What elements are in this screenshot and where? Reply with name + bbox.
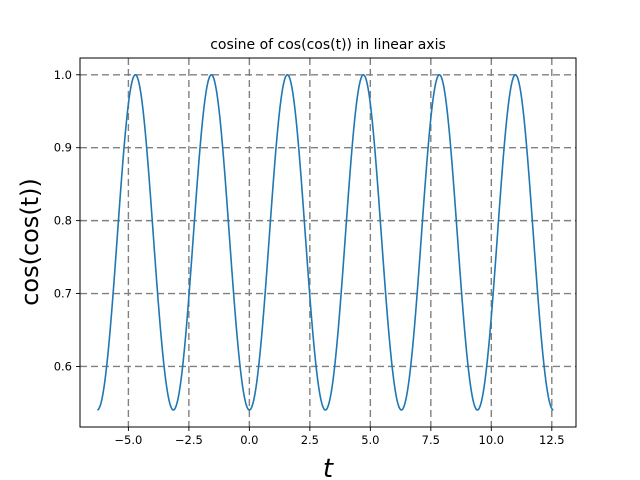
y-axis-label: cos(cos(t)) — [16, 178, 44, 306]
x-tick-label: 10.0 — [479, 433, 505, 447]
x-tick-label: 12.5 — [539, 433, 565, 447]
y-tick-label: 0.7 — [54, 287, 72, 301]
x-tick-label: 5.0 — [361, 433, 379, 447]
plot-frame — [79, 57, 577, 428]
y-tick-label: 1.0 — [54, 68, 72, 82]
ticks: −5.0 −2.5 0.0 2.5 5.0 7.5 10.0 12.5 0.6 0.7 0.8 0.9… — [54, 68, 565, 447]
series-layer — [97, 73, 554, 411]
x-tick-label: 0.0 — [240, 433, 258, 447]
y-tick-label: 0.8 — [54, 214, 72, 228]
y-tick-label: 0.6 — [54, 359, 72, 373]
series-line — [97, 73, 554, 411]
x-tick-label: −5.0 — [114, 433, 142, 447]
x-axis-label: t — [323, 454, 334, 480]
x-tick-label: −2.5 — [175, 433, 203, 447]
y-tick-label: 0.9 — [54, 141, 72, 155]
x-tick-label: 7.5 — [422, 433, 440, 447]
chart-title: cosine of cos(cos(t)) in linear axis — [210, 37, 446, 53]
x-tick-label: 2.5 — [301, 433, 319, 447]
